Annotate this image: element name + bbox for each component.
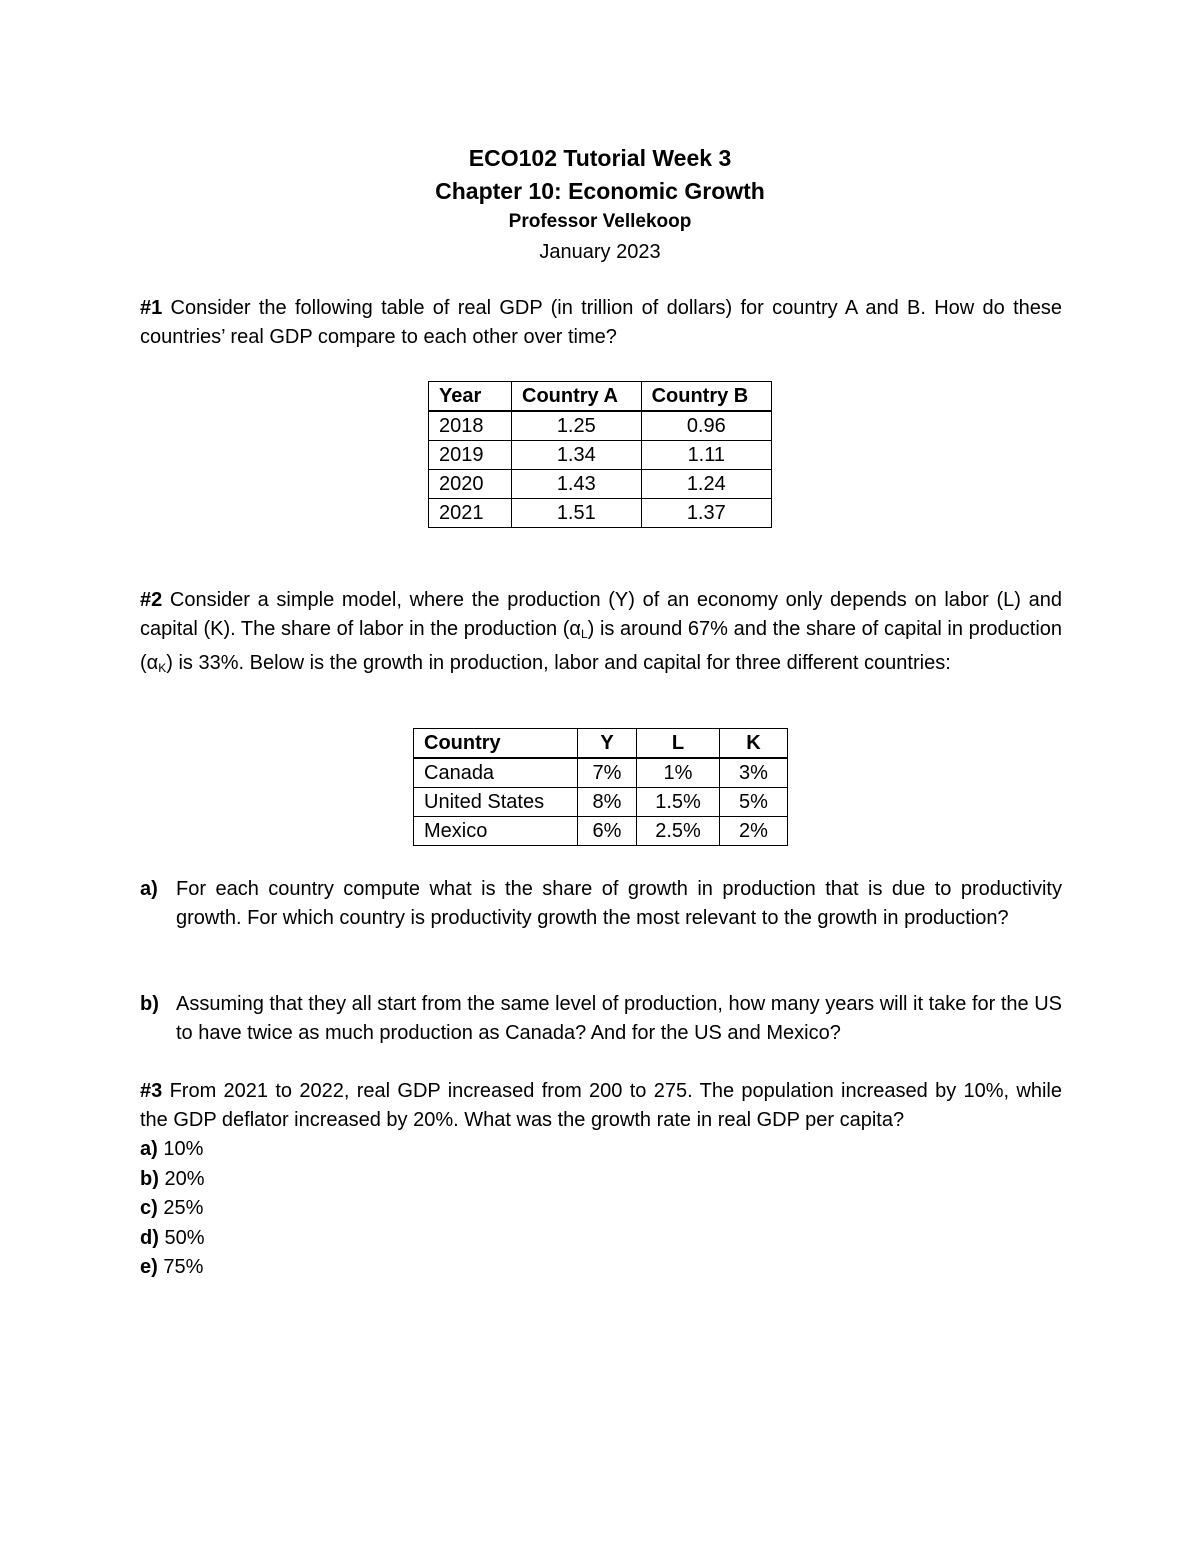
document-title: ECO102 Tutorial Week 3 [468,145,732,171]
answer-option: e) 75% [140,1253,203,1282]
table-header-row: Country Y L K [413,728,788,759]
table-row: 2021 1.51 1.37 [428,498,773,528]
table-header: L [636,728,720,759]
question-text: Consider the following table of real GDP… [140,297,1062,348]
table-cell: 3% [719,757,788,788]
table-cell: 5% [719,787,788,817]
table-row: Mexico 6% 2.5% 2% [413,816,788,846]
table-header: Year [428,381,512,412]
option-label: e) [140,1256,158,1278]
question-label: #2 [140,589,163,611]
question-2a: a) For each country compute what is the s… [140,878,1062,929]
table-cell: Canada [413,757,578,788]
option-label: b) [140,1167,159,1190]
question-label: #1 [140,297,163,319]
table-cell: 1.24 [640,469,773,499]
option-label: d) [140,1226,159,1249]
table-cell: 1% [636,757,720,788]
table-cell: 7% [577,757,637,788]
table-cell: 6% [577,816,637,846]
table-row: United States 8% 1.5% 5% [413,787,788,817]
option-text: 10% [163,1138,204,1160]
question-2: #2 Consider a simple model, where the pr… [140,589,1063,675]
answer-option: b) 20% [140,1165,204,1194]
option-text: 50% [164,1226,205,1249]
table-cell: 1.43 [511,469,642,499]
option-text: 75% [163,1256,204,1278]
answer-option: d) 50% [140,1224,204,1253]
table-header: Country A [511,381,642,412]
option-text: 25% [163,1197,204,1219]
option-label: a) [140,1138,158,1160]
table-header-row: Year Country A Country B [428,381,773,412]
table-cell: 1.51 [511,498,642,528]
table-cell: 8% [577,787,637,817]
table-cell: 1.34 [511,440,642,470]
professor-name: Professor Vellekoop [508,211,692,232]
chapter-title: Chapter 10: Economic Growth [435,178,765,204]
growth-table: Country Y L K Canada 7% 1% 3% United States 8… [413,728,788,846]
table-header: Country [413,728,578,759]
table-cell: 1.11 [640,440,773,470]
table-cell: 2019 [428,440,512,470]
table-cell: 2% [719,816,788,846]
table-cell: 1.25 [511,410,642,441]
table-cell: 2020 [428,469,512,499]
question-1: #1 Consider the following table of real … [140,294,1062,352]
gdp-table: Year Country A Country B 2018 1.25 0.96 201… [428,381,773,528]
table-cell: 0.96 [640,410,773,441]
table-cell: 1.37 [640,498,773,528]
option-text: 20% [164,1167,205,1190]
table-row: 2019 1.34 1.11 [428,440,773,470]
question-3: #3 From 2021 to 2022, real GDP increased… [140,1077,1062,1135]
table-row: 2020 1.43 1.24 [428,469,773,499]
table-header: Y [577,728,637,759]
table-row: 2018 1.25 0.96 [428,410,773,441]
question-2b: b) Assuming that they all start from the … [140,993,1062,1044]
table-cell: 2.5% [636,816,720,846]
option-label: c) [140,1197,158,1219]
question-label: #3 [140,1080,163,1102]
table-cell: Mexico [413,816,578,846]
table-cell: 2018 [428,410,512,441]
table-row: Canada 7% 1% 3% [413,757,788,788]
answer-option: a) 10% [140,1135,203,1164]
table-cell: United States [413,787,578,817]
table-cell: 2021 [428,498,512,528]
table-cell: 1.5% [636,787,720,817]
question-text: From 2021 to 2022, real GDP increased fr… [140,1080,1063,1131]
document-date: January 2023 [539,241,661,263]
table-header: Country B [640,381,773,412]
answer-option: c) 25% [140,1194,203,1223]
table-header: K [719,728,788,759]
